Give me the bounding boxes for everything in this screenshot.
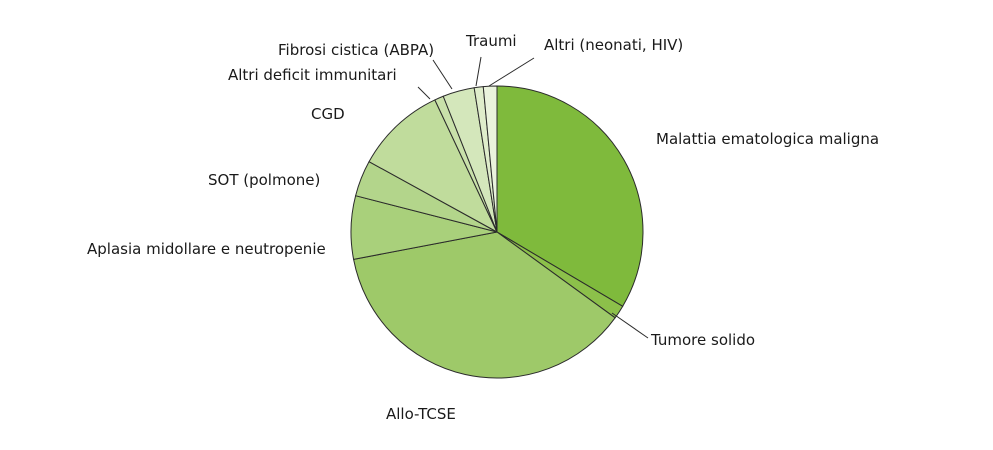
leader-line (432, 59, 453, 90)
slice-label: Aplasia midollare e neutropenie (87, 240, 326, 258)
leader-lines (417, 56, 649, 339)
slice-label: CGD (311, 105, 345, 123)
pie-slice (482, 85, 498, 233)
leader-line (417, 86, 431, 100)
leader-line (475, 56, 482, 87)
pie-slice (368, 99, 498, 233)
slice-label: Allo-TCSE (386, 405, 456, 423)
pie-slice (353, 231, 616, 379)
slice-label: Traumi (465, 32, 517, 50)
slice-label: Malattia ematologica maligna (656, 130, 879, 148)
slice-label: Fibrosi cistica (ABPA) (278, 41, 434, 59)
pie-slice (496, 85, 644, 307)
pie-slices (350, 85, 644, 379)
leader-line (611, 312, 649, 339)
leader-line (488, 57, 535, 87)
slice-label: Tumore solido (650, 331, 755, 349)
slice-label: Altri (neonati, HIV) (544, 36, 683, 54)
slice-label: SOT (polmone) (208, 171, 320, 189)
slice-label: Altri deficit immunitari (228, 66, 397, 84)
slice-labels: Malattia ematologica maligna Tumore solid… (87, 32, 879, 423)
